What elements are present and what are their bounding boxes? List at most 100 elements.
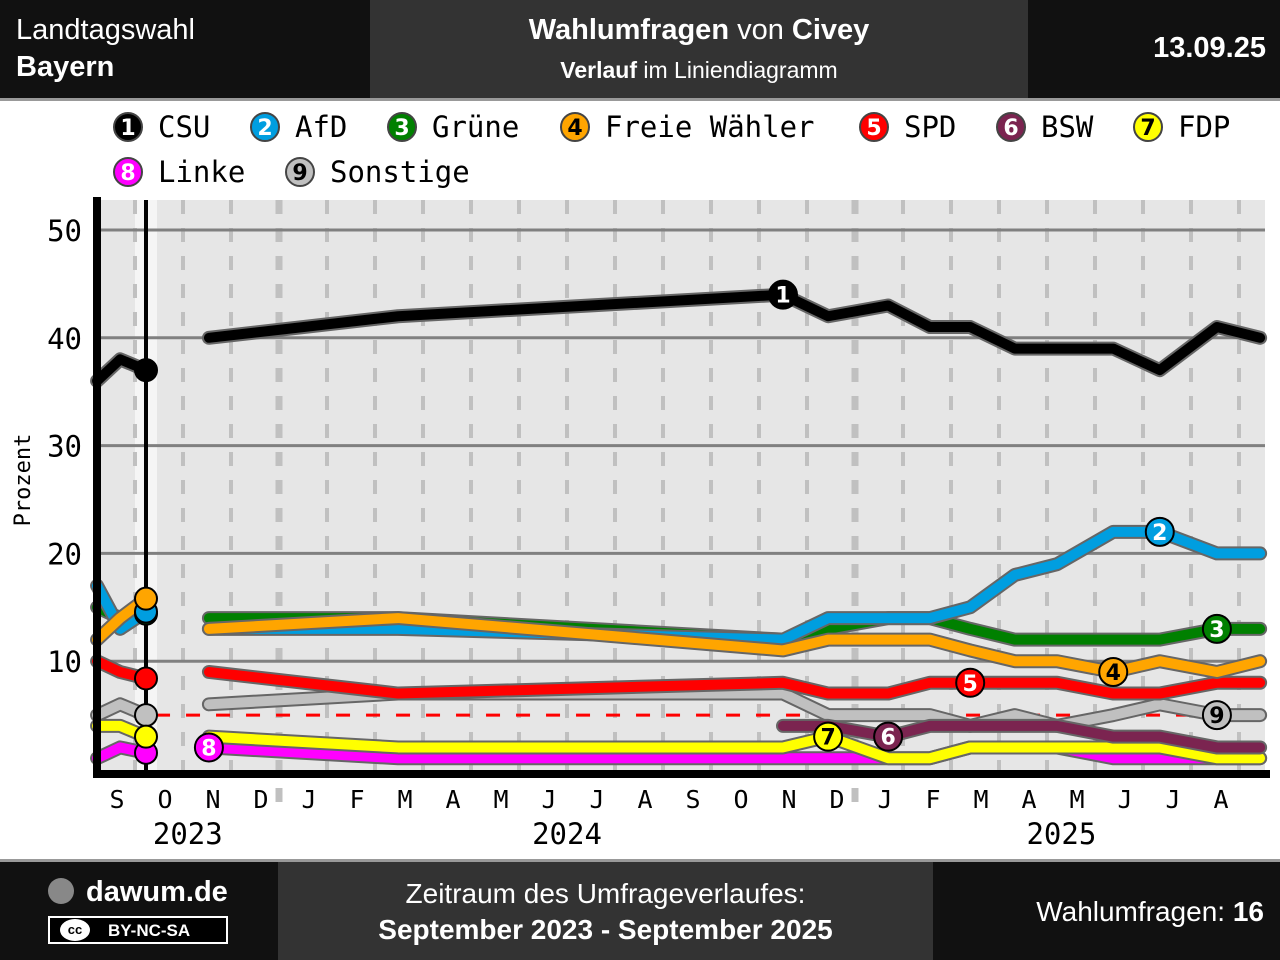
- legend-item-afd[interactable]: 2 AfD: [250, 110, 347, 144]
- series-number: 4: [1106, 661, 1121, 686]
- x-month-label: M: [493, 785, 508, 814]
- x-month-label: M: [1069, 785, 1084, 814]
- x-year-label: 2024: [532, 817, 602, 851]
- y-tick-label: 50: [47, 214, 82, 248]
- series-number: 3: [1209, 618, 1224, 643]
- period-value: September 2023 - September 2025: [378, 914, 833, 945]
- x-year-label: 2023: [153, 817, 223, 851]
- legend-number: 6: [1003, 116, 1018, 141]
- series-number: 9: [1209, 704, 1224, 729]
- legend-number: 4: [567, 116, 582, 141]
- series-label-9: 9: [1201, 700, 1232, 731]
- series-marker-icon: [193, 732, 224, 763]
- header-subtitle: Verlauf im Liniendiagramm: [370, 57, 1028, 84]
- site-link[interactable]: dawum.de: [86, 876, 228, 908]
- legend-marker-icon: [250, 112, 280, 142]
- subtitle-part: Verlauf: [560, 57, 637, 83]
- election-result-dot: [134, 586, 158, 611]
- series-line-bsw: [778, 720, 1266, 753]
- series-marker-icon: [873, 721, 904, 752]
- poll-count-label: Wahlumfragen:: [1036, 896, 1233, 927]
- y-tick-label: 20: [47, 537, 82, 571]
- series-marker-icon: [1098, 656, 1129, 687]
- legend-number: 8: [120, 161, 135, 186]
- header-divider: [0, 98, 1280, 101]
- series-marker-icon: [955, 667, 986, 698]
- poll-count-value: 16: [1232, 896, 1264, 927]
- series-marker-icon: [768, 279, 798, 310]
- subtitle-part: im Liniendiagramm: [637, 57, 838, 83]
- y-tick-label: 30: [47, 430, 82, 464]
- x-month-label: J: [1117, 785, 1132, 814]
- series-marker-icon: [1201, 700, 1232, 731]
- series-label-7: 7: [813, 721, 844, 752]
- legend-label: Freie Wähler: [605, 110, 815, 144]
- legend-item-fdp[interactable]: 7 FDP: [1133, 110, 1230, 144]
- x-month-label: N: [205, 785, 220, 814]
- series-line-fdp: [203, 731, 1266, 764]
- legend-item-bsw[interactable]: 6 BSW: [996, 110, 1094, 144]
- series-number: 6: [880, 726, 895, 751]
- legend-item-csu[interactable]: 1 CSU: [113, 110, 210, 144]
- title-institute: Civey: [791, 14, 870, 46]
- legend-label: BSW: [1041, 110, 1094, 144]
- legend-number: 9: [292, 161, 307, 186]
- header-date: 13.09.25: [1153, 32, 1266, 64]
- legend-label: FDP: [1178, 110, 1230, 144]
- x-month-label: J: [301, 785, 316, 814]
- footer-brand: dawum.de cc BY-NC-SA: [0, 862, 278, 960]
- legend-item-linke[interactable]: 8 Linke: [113, 155, 245, 189]
- x-month-label: F: [925, 785, 940, 814]
- legend-marker-icon: [113, 157, 143, 187]
- legend-label: SPD: [904, 110, 956, 144]
- legend-item-sonstige[interactable]: 9 Sonstige: [285, 155, 470, 189]
- y-tick-label: 10: [47, 645, 82, 679]
- legend-number: 7: [1140, 116, 1155, 141]
- election-result-dot: [134, 358, 158, 383]
- election-result-dot: [134, 703, 158, 728]
- legend-marker-icon: [996, 112, 1026, 142]
- license-badge[interactable]: cc BY-NC-SA: [48, 916, 228, 944]
- creative-commons-icon: cc: [60, 919, 90, 941]
- legend-number: 5: [866, 116, 881, 141]
- series-number: 5: [963, 672, 978, 697]
- legend-marker-icon: [387, 112, 417, 142]
- legend-number: 3: [394, 116, 409, 141]
- series-line-freie-wähler: [203, 613, 1266, 677]
- poll-count: Wahlumfragen: 16: [1036, 896, 1264, 928]
- x-month-label: D: [829, 785, 844, 814]
- legend-marker-icon: [859, 112, 889, 142]
- legend-label: CSU: [158, 110, 210, 144]
- legend-item-grüne[interactable]: 3 Grüne: [387, 110, 519, 144]
- series-label-2: 2: [1144, 516, 1175, 547]
- header-state: Bayern: [16, 51, 115, 83]
- license-label: BY-NC-SA: [108, 921, 191, 940]
- x-month-label: A: [445, 785, 460, 814]
- series-label-8: 8: [193, 732, 224, 763]
- x-month-label: J: [541, 785, 556, 814]
- series-marker-icon: [813, 721, 844, 752]
- y-tick-label: 40: [47, 322, 82, 356]
- legend-number: 1: [120, 116, 135, 141]
- x-month-label: J: [589, 785, 604, 814]
- legend-label: Linke: [158, 155, 245, 189]
- series-number: 8: [201, 736, 216, 761]
- legend-item-spd[interactable]: 5 SPD: [859, 110, 956, 144]
- x-month-label: F: [349, 785, 364, 814]
- series-label-4: 4: [1098, 656, 1129, 687]
- x-month-label: J: [1165, 785, 1180, 814]
- footer-divider: [0, 859, 1280, 862]
- x-year-label: 2025: [1026, 817, 1096, 851]
- header-title: Wahlumfragen von Civey: [370, 14, 1028, 47]
- legend-label: AfD: [295, 110, 347, 144]
- x-month-label: O: [733, 785, 748, 814]
- x-month-label: A: [637, 785, 652, 814]
- title-part: Wahlumfragen: [528, 14, 730, 46]
- election-result-dot: [134, 666, 158, 691]
- legend-item-freie-wähler[interactable]: 4 Freie Wähler: [560, 110, 815, 144]
- legend-marker-icon: [1133, 112, 1163, 142]
- x-month-label: D: [253, 785, 268, 814]
- series-label-5: 5: [955, 667, 986, 698]
- x-month-label: A: [1021, 785, 1036, 814]
- legend-marker-icon: [285, 157, 315, 187]
